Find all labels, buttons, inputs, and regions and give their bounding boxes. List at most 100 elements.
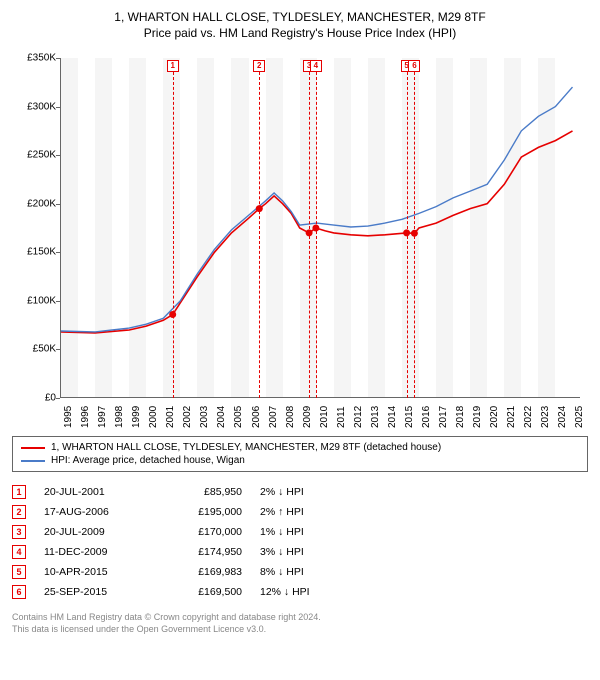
ytick-mark: [56, 252, 60, 253]
plot-area: 123456: [60, 58, 580, 398]
sale-price: £174,950: [162, 546, 242, 558]
sale-row: 3 20-JUL-2009 £170,000 1% ↓ HPI: [12, 522, 588, 542]
legend-label: HPI: Average price, detached house, Wiga…: [51, 455, 245, 466]
sale-marker-box: 4: [310, 60, 322, 72]
legend-item: 1, WHARTON HALL CLOSE, TYLDESLEY, MANCHE…: [21, 441, 579, 454]
xtick-label: 1997: [97, 406, 108, 428]
sale-price: £85,950: [162, 486, 242, 498]
footer-line1: Contains HM Land Registry data © Crown c…: [12, 612, 588, 624]
sale-marker-line: [309, 72, 310, 398]
sale-row: 5 10-APR-2015 £169,983 8% ↓ HPI: [12, 562, 588, 582]
sale-num: 4: [12, 545, 26, 559]
legend-swatch: [21, 447, 45, 449]
xtick-label: 2019: [472, 406, 483, 428]
sale-num: 3: [12, 525, 26, 539]
legend-label: 1, WHARTON HALL CLOSE, TYLDESLEY, MANCHE…: [51, 442, 441, 453]
sale-marker-box: 2: [253, 60, 265, 72]
xtick-label: 2007: [268, 406, 279, 428]
xtick-label: 2005: [233, 406, 244, 428]
sale-row: 1 20-JUL-2001 £85,950 2% ↓ HPI: [12, 482, 588, 502]
chart-area: 123456 £0£50K£100K£150K£200K£250K£300K£3…: [12, 48, 588, 428]
xtick-label: 2024: [557, 406, 568, 428]
chart-titles: 1, WHARTON HALL CLOSE, TYLDESLEY, MANCHE…: [12, 10, 588, 40]
sale-marker-line: [173, 72, 174, 398]
ytick-mark: [56, 398, 60, 399]
ytick-mark: [56, 301, 60, 302]
xtick-label: 2011: [336, 406, 347, 428]
xtick-label: 2000: [148, 406, 159, 428]
legend-swatch: [21, 460, 45, 462]
xtick-label: 2008: [285, 406, 296, 428]
xtick-label: 2009: [302, 406, 313, 428]
ytick-mark: [56, 107, 60, 108]
ytick-label: £350K: [27, 53, 56, 64]
xtick-label: 2018: [455, 406, 466, 428]
footer: Contains HM Land Registry data © Crown c…: [12, 612, 588, 635]
sale-diff: 3% ↓ HPI: [260, 546, 360, 558]
ytick-label: £200K: [27, 198, 56, 209]
xtick-label: 2003: [199, 406, 210, 428]
sale-marker-line: [414, 72, 415, 398]
sale-marker-line: [259, 72, 260, 398]
ytick-label: £300K: [27, 101, 56, 112]
xtick-label: 2001: [165, 406, 176, 428]
sale-price: £169,500: [162, 586, 242, 598]
xtick-label: 1996: [80, 406, 91, 428]
ytick-mark: [56, 349, 60, 350]
sale-row: 4 11-DEC-2009 £174,950 3% ↓ HPI: [12, 542, 588, 562]
sale-date: 20-JUL-2009: [44, 526, 144, 538]
sale-diff: 8% ↓ HPI: [260, 566, 360, 578]
ytick-mark: [56, 155, 60, 156]
ytick-label: £250K: [27, 150, 56, 161]
sale-date: 17-AUG-2006: [44, 506, 144, 518]
ytick-mark: [56, 58, 60, 59]
sale-row: 625-SEP-2015£169,50012% ↓ HPI: [12, 582, 588, 602]
ytick-label: £0: [45, 393, 56, 404]
xtick-label: 2013: [370, 406, 381, 428]
sale-row: 2 17-AUG-2006 £195,000 2% ↑ HPI: [12, 502, 588, 522]
legend-item: HPI: Average price, detached house, Wiga…: [21, 454, 579, 467]
sale-date: 11-DEC-2009: [44, 546, 144, 558]
sale-price: £170,000: [162, 526, 242, 538]
sale-num: 2: [12, 505, 26, 519]
xtick-label: 2023: [540, 406, 551, 428]
sale-diff: 2% ↓ HPI: [260, 486, 360, 498]
sale-price: £169,983: [162, 566, 242, 578]
xtick-label: 2020: [489, 406, 500, 428]
legend: 1, WHARTON HALL CLOSE, TYLDESLEY, MANCHE…: [12, 436, 588, 472]
xtick-label: 2016: [421, 406, 432, 428]
xtick-label: 1998: [114, 406, 125, 428]
title-subtitle: Price paid vs. HM Land Registry's House …: [12, 26, 588, 40]
sale-marker-line: [316, 72, 317, 398]
footer-line2: This data is licensed under the Open Gov…: [12, 624, 588, 636]
xtick-label: 2022: [523, 406, 534, 428]
sale-num: 5: [12, 565, 26, 579]
sale-marker-box: 6: [408, 60, 420, 72]
sale-diff: 12% ↓ HPI: [260, 586, 360, 598]
sale-date: 25-SEP-2015: [44, 586, 144, 598]
ytick-label: £150K: [27, 247, 56, 258]
ytick-label: £100K: [27, 295, 56, 306]
xtick-label: 1999: [131, 406, 142, 428]
xtick-label: 2004: [216, 406, 227, 428]
ytick-label: £50K: [33, 344, 56, 355]
xtick-label: 2006: [251, 406, 262, 428]
xtick-label: 2010: [319, 406, 330, 428]
sale-marker-line: [407, 72, 408, 398]
sales-table: 1 20-JUL-2001 £85,950 2% ↓ HPI 2 17-AUG-2006 £…: [12, 482, 588, 602]
xtick-label: 2021: [506, 406, 517, 428]
sale-marker-box: 1: [167, 60, 179, 72]
line-chart-svg: [61, 58, 581, 398]
xtick-label: 2014: [387, 406, 398, 428]
sale-date: 20-JUL-2001: [44, 486, 144, 498]
sale-num: 1: [12, 485, 26, 499]
xtick-label: 2002: [182, 406, 193, 428]
title-address: 1, WHARTON HALL CLOSE, TYLDESLEY, MANCHE…: [12, 10, 588, 24]
sale-date: 10-APR-2015: [44, 566, 144, 578]
sale-diff: 1% ↓ HPI: [260, 526, 360, 538]
xtick-label: 2015: [404, 406, 415, 428]
sale-price: £195,000: [162, 506, 242, 518]
xtick-label: 2017: [438, 406, 449, 428]
sale-diff: 2% ↑ HPI: [260, 506, 360, 518]
xtick-label: 1995: [63, 406, 74, 428]
